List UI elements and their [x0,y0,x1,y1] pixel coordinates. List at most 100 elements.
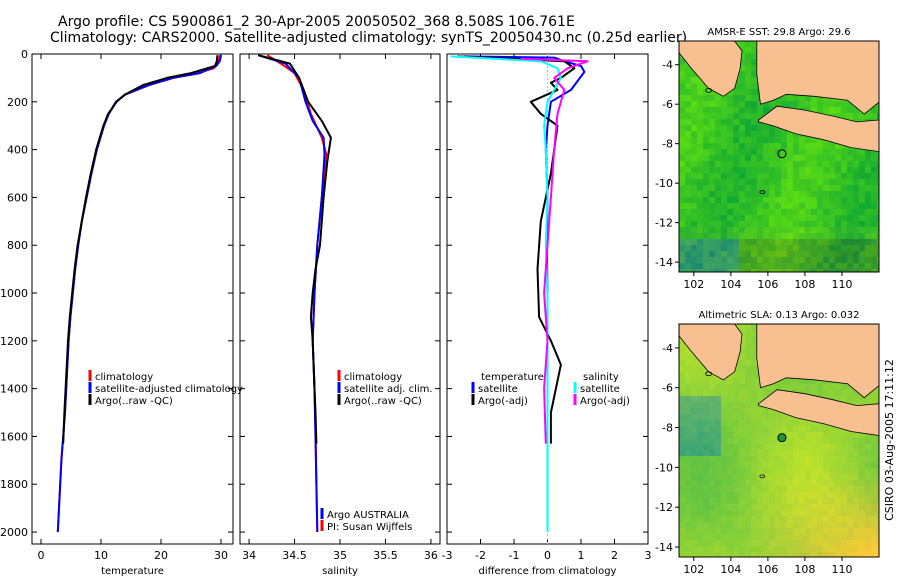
map-cell [733,528,739,534]
map-cell [799,426,805,432]
map-cell [835,504,841,510]
map-cell [679,552,685,557]
map-y-tick-label: -4 [662,342,673,355]
map-cell [871,173,877,179]
map-cell [709,161,715,167]
map-cell [715,528,721,534]
map-cell [679,414,685,420]
map-cell [835,522,841,528]
map-cell [679,95,685,101]
map-cell [679,119,685,125]
map-cell [763,131,769,137]
map-cell [733,390,739,396]
map-cell [721,426,727,432]
map-cell [721,95,727,101]
map-cell [679,239,685,245]
map-cell [757,486,763,492]
map-cell [757,438,763,444]
map-cell [799,179,805,185]
legend-item-label: satellite-adjusted climatology [95,384,243,395]
map-cell [703,179,709,185]
map-cell [751,221,757,227]
map-cell [775,504,781,510]
map-cell [811,468,817,474]
map-cell [757,251,763,257]
map-cell [739,438,745,444]
map-cell [811,179,817,185]
map-cell [733,137,739,143]
map-cell [781,486,787,492]
map-cell [841,552,847,557]
x-tick-label: -3 [442,549,453,562]
map-cell [835,486,841,492]
map-cell [787,474,793,480]
map-cell [787,185,793,191]
map-cell [679,480,685,486]
map-cell [817,474,823,480]
map-cell [721,215,727,221]
map-cell [817,269,823,272]
map-cell [721,203,727,209]
map-cell [685,77,691,83]
map-cell [793,384,799,390]
map-cell [745,77,751,83]
map-cell [739,155,745,161]
map-cell [685,269,691,272]
map-cell [679,143,685,149]
map-cell [745,125,751,131]
map-cell [709,396,715,402]
map-cell [775,191,781,197]
map-cell [739,263,745,269]
map-cell [685,408,691,414]
map-cell [871,269,877,272]
map-cell [871,209,877,215]
map-cell [751,360,757,366]
map-cell [769,197,775,203]
map-cell [847,191,853,197]
map-cell [721,390,727,396]
map-cell [805,468,811,474]
map-cell [811,101,817,107]
map-cell [763,546,769,552]
map-cell [703,534,709,540]
map-cell [859,456,865,462]
map-cell [793,504,799,510]
map-cell [793,149,799,155]
map-cell [865,239,871,245]
map-cell [739,546,745,552]
map-cell [841,179,847,185]
land-sumatra [678,40,743,97]
map-cell [793,269,799,272]
map-cell [709,450,715,456]
map-cell [745,263,751,269]
map-cell [853,113,859,119]
map-cell [709,107,715,113]
map-cell [775,384,781,390]
map-cell [733,227,739,233]
map-cell [751,125,757,131]
map-cell [685,540,691,546]
map-cell [751,47,757,53]
map-cell [697,474,703,480]
map-cell [865,480,871,486]
map-cell [847,149,853,155]
map-cell [877,233,879,239]
map-cell [799,384,805,390]
map-cell [739,432,745,438]
map-cell [805,474,811,480]
map-cell [787,438,793,444]
map-cell [751,468,757,474]
map-cell [841,504,847,510]
map-cell [859,438,865,444]
map-cell [769,456,775,462]
map-cell [775,101,781,107]
map-cell [733,462,739,468]
map-cell [679,516,685,522]
map-cell [847,510,853,516]
map-cell [733,372,739,378]
map-cell [811,462,817,468]
map-cell [751,257,757,263]
map-cell [691,360,697,366]
map-cell [697,468,703,474]
map-cell [727,203,733,209]
